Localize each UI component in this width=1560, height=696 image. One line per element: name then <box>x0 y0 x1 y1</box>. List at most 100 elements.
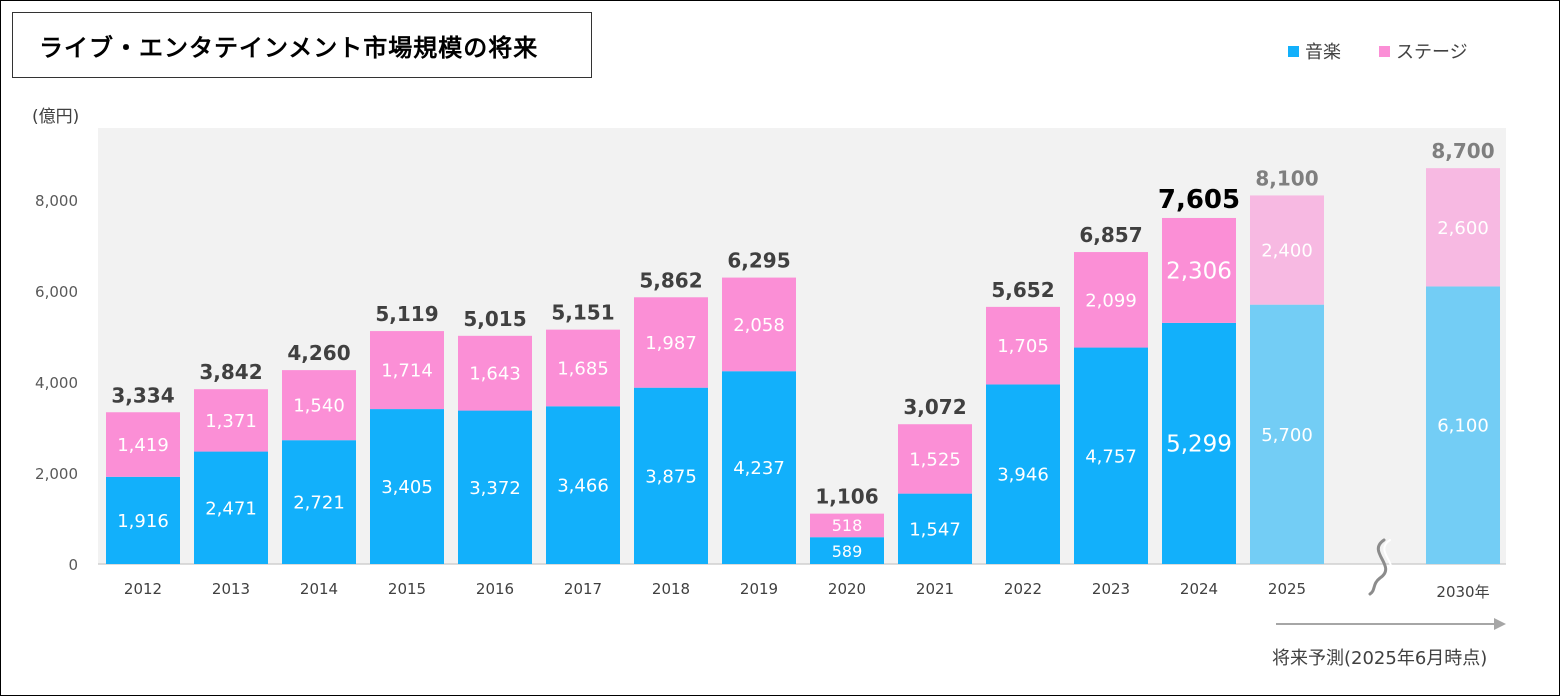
bar-music <box>810 537 884 564</box>
bar-music <box>546 406 620 564</box>
x-tick-label: 2019 <box>740 580 778 598</box>
data-label-music: 3,946 <box>997 465 1049 486</box>
data-label-music: 3,372 <box>469 478 521 499</box>
x-tick-label: 2021 <box>916 580 954 598</box>
legend-item-stage: ステージ <box>1379 38 1468 64</box>
axis-break-mark-gap <box>1375 539 1393 595</box>
legend-item-music: 音楽 <box>1288 38 1341 64</box>
bar-music <box>106 476 180 564</box>
y-tick-label: 0 <box>68 556 78 574</box>
data-label-stage: 1,685 <box>557 358 609 379</box>
legend: 音楽 ステージ <box>1288 38 1506 64</box>
data-label-stage: 2,600 <box>1437 218 1489 239</box>
bar-stage <box>1162 217 1236 323</box>
data-label-music: 1,547 <box>909 519 961 540</box>
legend-swatch-music <box>1288 45 1299 57</box>
data-label-music: 2,471 <box>205 498 257 519</box>
bar-stage <box>458 335 532 411</box>
legend-label-stage: ステージ <box>1396 42 1468 63</box>
bar-music <box>458 410 532 564</box>
y-axis-unit-label: (億円) <box>32 107 80 127</box>
x-tick-label: 2023 <box>1092 580 1130 598</box>
chart-title: ライブ・エンタテインメント市場規模の将来 <box>39 33 539 62</box>
x-tick-label: 2022 <box>1004 580 1042 598</box>
x-tick-label: 2024 <box>1180 580 1218 598</box>
data-label-music: 6,100 <box>1437 416 1489 437</box>
data-label-stage: 1,714 <box>381 361 433 382</box>
data-label-stage: 1,643 <box>469 364 521 385</box>
data-label-stage: 1,419 <box>117 435 169 456</box>
x-tick-label: 2025 <box>1268 580 1306 598</box>
bar-stage <box>546 329 620 407</box>
y-tick-label: 4,000 <box>35 374 78 392</box>
data-label-total: 6,295 <box>727 249 790 273</box>
bar-stage <box>106 412 180 477</box>
bar-stage <box>898 424 972 494</box>
data-label-music: 3,405 <box>381 477 433 498</box>
data-label-total: 8,700 <box>1431 139 1494 163</box>
data-label-music: 4,237 <box>733 458 785 479</box>
bar-stage <box>810 513 884 538</box>
bar-stage <box>722 277 796 372</box>
x-tick-label: 2030年 <box>1436 583 1489 601</box>
data-label-total: 5,151 <box>551 301 614 325</box>
x-tick-label: 2013 <box>212 580 250 598</box>
bar-music <box>1074 347 1148 564</box>
y-tick-label: 6,000 <box>35 283 78 301</box>
bar-stage <box>1426 168 1500 287</box>
data-label-total: 5,015 <box>463 307 526 331</box>
data-label-stage: 2,099 <box>1085 290 1137 311</box>
y-tick-label: 2,000 <box>35 465 78 483</box>
bar-stage <box>370 331 444 410</box>
bar-music <box>194 451 268 564</box>
data-label-music: 589 <box>832 542 863 561</box>
data-label-stage: 518 <box>832 516 863 535</box>
x-tick-label: 2012 <box>124 580 162 598</box>
data-label-stage: 2,058 <box>733 315 785 336</box>
x-tick-label: 2015 <box>388 580 426 598</box>
legend-swatch-stage <box>1379 45 1390 57</box>
bar-music <box>722 371 796 564</box>
axis-break-mark <box>1368 538 1388 596</box>
data-label-stage: 1,987 <box>645 333 697 354</box>
bar-stage <box>634 297 708 388</box>
bar-music <box>1162 322 1236 564</box>
bar-music <box>986 384 1060 564</box>
data-label-music: 2,721 <box>293 493 345 514</box>
bar-stage <box>282 370 356 441</box>
data-label-total: 1,106 <box>815 485 878 509</box>
x-tick-label: 2018 <box>652 580 690 598</box>
data-label-music: 1,916 <box>117 511 169 532</box>
data-label-total: 5,652 <box>991 278 1054 302</box>
data-label-stage: 1,705 <box>997 336 1049 357</box>
data-label-total: 5,119 <box>375 302 438 326</box>
y-tick-label: 8,000 <box>35 192 78 210</box>
data-label-total: 4,260 <box>287 341 350 365</box>
data-label-total: 6,857 <box>1079 223 1142 247</box>
data-label-stage: 2,400 <box>1261 241 1313 262</box>
x-tick-label: 2020 <box>828 580 866 598</box>
data-label-stage: 2,306 <box>1166 259 1232 285</box>
forecast-note: 将来予測(2025年6月時点) <box>1272 648 1488 669</box>
chart-title-box: ライブ・エンタテインメント市場規模の将来 <box>12 12 592 78</box>
data-label-music: 5,299 <box>1166 432 1232 458</box>
x-tick-label: 2017 <box>564 580 602 598</box>
data-label-music: 4,757 <box>1085 446 1137 467</box>
data-label-total: 8,100 <box>1255 166 1318 190</box>
data-label-music: 3,875 <box>645 466 697 487</box>
bar-music <box>1426 286 1500 564</box>
bar-music <box>370 409 444 564</box>
bar-stage <box>1250 195 1324 305</box>
forecast-arrow-head <box>1494 618 1506 630</box>
data-label-total: 3,842 <box>199 360 262 384</box>
bar-music <box>634 387 708 564</box>
x-tick-label: 2016 <box>476 580 514 598</box>
data-label-music: 3,466 <box>557 476 609 497</box>
bar-music <box>282 440 356 564</box>
bar-stage <box>194 389 268 452</box>
legend-label-music: 音楽 <box>1305 42 1341 63</box>
bar-stage <box>986 306 1060 385</box>
data-label-total: 5,862 <box>639 268 702 292</box>
data-label-stage: 1,540 <box>293 396 345 417</box>
